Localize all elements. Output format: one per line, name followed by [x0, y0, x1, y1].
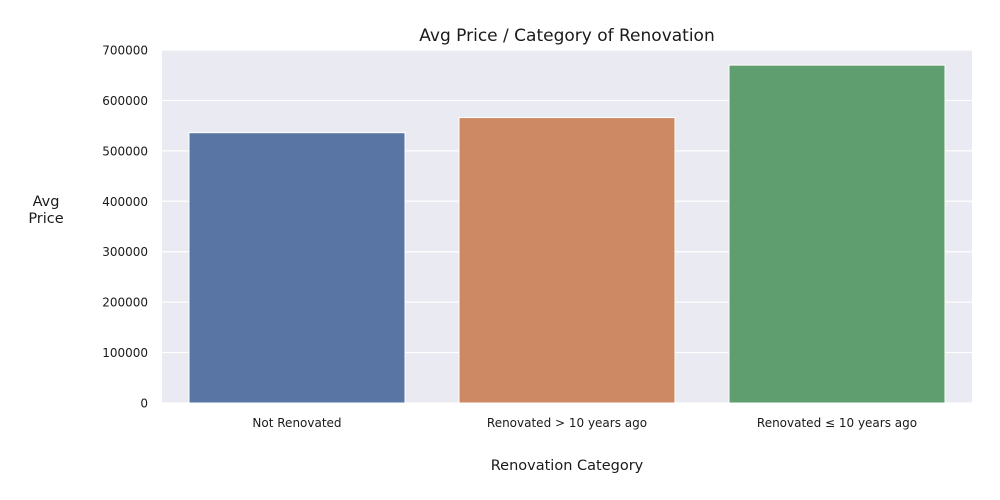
chart-title: Avg Price / Category of Renovation: [419, 26, 714, 46]
y-tick-label: 700000: [102, 44, 148, 58]
y-tick-label: 400000: [102, 195, 148, 209]
x-tick-label: Not Renovated: [252, 416, 341, 430]
x-axis-ticks: Not Renovated Renovated > 10 years ago Ren…: [252, 416, 917, 430]
bar: [188, 132, 406, 404]
x-axis-label: Renovation Category: [491, 458, 644, 474]
x-tick-label: Renovated ≤ 10 years ago: [757, 416, 917, 430]
bar: [728, 64, 946, 404]
y-axis-ticks: 0 100000 200000 300000 400000 500000 600000 700…: [102, 44, 148, 411]
y-tick-label: 0: [140, 397, 148, 411]
y-axis-label-line-1: Avg: [33, 194, 60, 210]
y-axis-label-line-2: Price: [28, 211, 63, 227]
y-tick-label: 300000: [102, 245, 148, 259]
y-tick-label: 500000: [102, 144, 148, 158]
bars: [188, 64, 946, 404]
y-tick-label: 200000: [102, 296, 148, 310]
bar: [458, 117, 676, 404]
y-tick-label: 600000: [102, 94, 148, 108]
x-tick-label: Renovated > 10 years ago: [487, 416, 647, 430]
y-tick-label: 100000: [102, 346, 148, 360]
